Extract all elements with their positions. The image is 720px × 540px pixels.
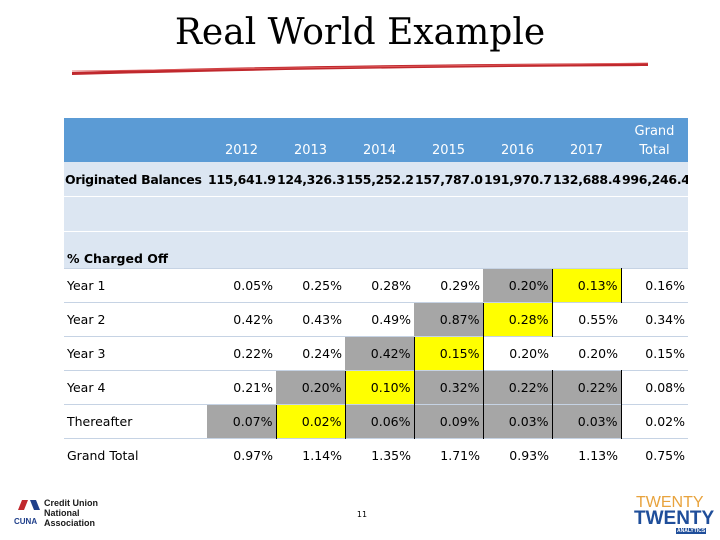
header-cell-2012: 2012 xyxy=(207,118,276,162)
logo-right-line2: TWENTY xyxy=(634,508,715,529)
table-cell: 0.10% xyxy=(344,370,415,405)
row-label: Year 2 xyxy=(64,302,207,337)
header-row: 2012 2013 2014 2015 2016 2017 Grand Tota… xyxy=(64,118,688,162)
table-cell: 0.97% xyxy=(207,438,276,472)
header-cell-grand-total: Grand Total xyxy=(621,118,688,162)
logo-right-line1: TWENTY xyxy=(636,494,704,511)
table-cell: 0.28% xyxy=(345,268,414,303)
section-header-row: % Charged Off xyxy=(64,231,688,269)
slide-title: Real World Example xyxy=(174,12,546,53)
originated-balances-row: Originated Balances 115,641.9 124,326.3 … xyxy=(64,162,688,197)
table-cell: 996,246.4 xyxy=(621,162,688,197)
charge-off-table: 2012 2013 2014 2015 2016 2017 Grand Tota… xyxy=(64,118,688,472)
table-cell: 0.20% xyxy=(483,268,552,303)
table-row: Year 2 0.42% 0.43% 0.49% 0.87% 0.28% 0.5… xyxy=(64,302,688,337)
table-cell: 0.25% xyxy=(276,268,345,303)
table-cell: 0.16% xyxy=(621,268,688,303)
row-label: Year 4 xyxy=(64,370,207,405)
table-cell: 1.13% xyxy=(552,438,621,472)
table-cell: 0.24% xyxy=(276,336,345,371)
table-cell: 0.07% xyxy=(207,404,276,439)
table-cell: 191,970.7 xyxy=(483,162,552,197)
table-cell: 0.75% xyxy=(621,438,688,472)
row-label: Year 1 xyxy=(64,268,207,303)
header-cell-2017: 2017 xyxy=(552,118,621,162)
table-cell: 0.42% xyxy=(207,302,276,337)
title-underline xyxy=(71,62,649,75)
table-cell: 0.29% xyxy=(414,268,483,303)
table-cell: 1.35% xyxy=(345,438,414,472)
table-cell: 0.05% xyxy=(207,268,276,303)
header-cell-2013: 2013 xyxy=(276,118,345,162)
header-cell-2014: 2014 xyxy=(345,118,414,162)
table-cell: 0.21% xyxy=(207,370,276,405)
table-cell: 0.22% xyxy=(482,370,553,405)
table-cell: 0.15% xyxy=(621,336,688,371)
table-row: Grand Total 0.97% 1.14% 1.35% 1.71% 0.93… xyxy=(64,438,688,472)
table-cell: 0.55% xyxy=(552,302,621,337)
cuna-line1: Credit Union xyxy=(44,498,98,508)
table-cell: 0.34% xyxy=(621,302,688,337)
table-cell: 1.14% xyxy=(276,438,345,472)
table-row: Year 4 0.21% 0.20% 0.10% 0.32% 0.22% 0.2… xyxy=(64,370,688,405)
table-cell: 0.06% xyxy=(344,404,415,439)
table-cell: 0.20% xyxy=(483,336,552,371)
table-row: Year 1 0.05% 0.25% 0.28% 0.29% 0.20% 0.1… xyxy=(64,268,688,303)
table-cell: 124,326.3 xyxy=(276,162,345,197)
table-cell: 0.93% xyxy=(483,438,552,472)
table-cell: 1.71% xyxy=(414,438,483,472)
table-cell: 0.20% xyxy=(552,336,621,371)
cuna-line3: Association xyxy=(44,518,96,528)
cuna-mark-text: CUNA xyxy=(14,517,38,526)
originated-label: Originated Balances xyxy=(64,162,207,197)
table-cell: 115,641.9 xyxy=(207,162,276,197)
table-cell: 0.49% xyxy=(345,302,414,337)
table-row: Year 3 0.22% 0.24% 0.42% 0.15% 0.20% 0.2… xyxy=(64,336,688,371)
row-label: Year 3 xyxy=(64,336,207,371)
table-cell: 0.42% xyxy=(345,336,414,371)
table-cell: 132,688.4 xyxy=(552,162,621,197)
table-cell: 155,252.2 xyxy=(345,162,414,197)
table-cell: 0.22% xyxy=(207,336,276,371)
table-cell: 0.03% xyxy=(551,404,622,439)
page-number: 11 xyxy=(356,510,368,519)
row-label: Grand Total xyxy=(64,438,207,472)
table-cell: 0.08% xyxy=(621,370,688,405)
table-cell: 0.03% xyxy=(482,404,553,439)
table-cell: 0.02% xyxy=(275,404,346,439)
spacer-row xyxy=(64,196,688,232)
section-label: % Charged Off xyxy=(64,231,688,269)
cuna-mark-icon xyxy=(18,500,40,510)
row-label: Thereafter xyxy=(64,404,207,439)
table-cell: 0.15% xyxy=(413,336,484,371)
header-cell-2015: 2015 xyxy=(414,118,483,162)
table-cell: 0.13% xyxy=(551,268,622,303)
table-cell: 0.32% xyxy=(413,370,484,405)
header-cell-2016: 2016 xyxy=(483,118,552,162)
table-cell: 0.87% xyxy=(414,302,483,337)
table-cell: 0.43% xyxy=(276,302,345,337)
table-cell: 0.28% xyxy=(482,302,553,337)
logo-right-line3: ANALYTICS xyxy=(676,528,707,534)
table-cell: 0.09% xyxy=(413,404,484,439)
table-cell: 0.02% xyxy=(621,404,688,439)
table-cell: 0.22% xyxy=(551,370,622,405)
table-row: Thereafter 0.07% 0.02% 0.06% 0.09% 0.03%… xyxy=(64,404,688,439)
header-cell-empty xyxy=(64,118,207,162)
table-cell: 0.20% xyxy=(276,370,345,405)
table-cell: 157,787.0 xyxy=(414,162,483,197)
twenty-twenty-logo: TWENTY TWENTY ANALYTICS xyxy=(632,494,714,534)
cuna-line2: National xyxy=(44,508,80,518)
